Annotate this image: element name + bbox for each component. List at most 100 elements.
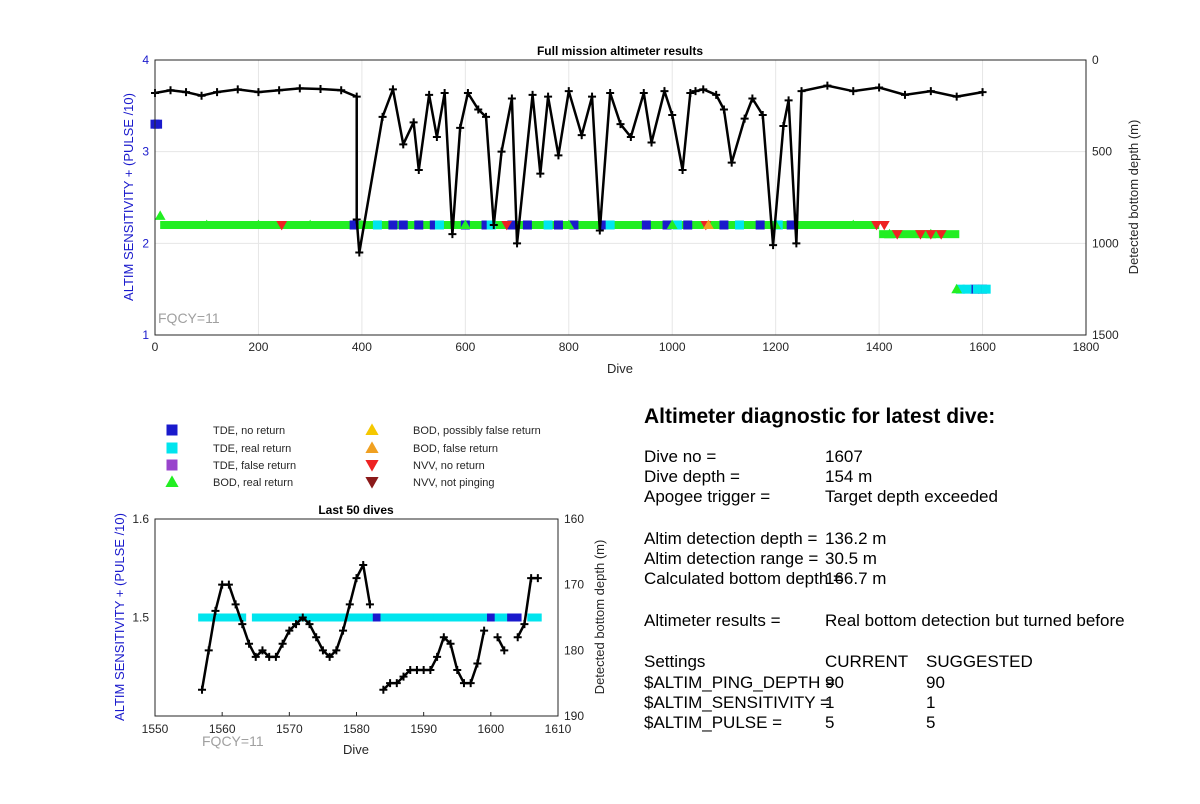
top-x-tick-label: 1400 xyxy=(866,340,893,354)
top-depth-point-34 xyxy=(554,151,563,160)
top-depth-point-30 xyxy=(513,239,522,248)
bottom-tde-real-return-42 xyxy=(500,613,509,622)
top-depth-point-21 xyxy=(440,89,449,97)
legend-label: TDE, real return xyxy=(213,443,291,455)
top-tde-real-return-3 xyxy=(543,220,553,230)
top-depth-point-29 xyxy=(507,94,516,103)
top-depth-point-28 xyxy=(497,147,506,156)
settings-header-suggested: SUGGESTED xyxy=(926,652,1033,671)
bottom-x-tick-label: 1580 xyxy=(343,722,370,736)
top-depth-point-39 xyxy=(606,89,615,97)
diag-label-dive-depth: Dive depth = xyxy=(644,467,740,486)
bottom-y-left-ticks: 1.5 1.6 xyxy=(132,512,149,625)
top-tde-no-return-4 xyxy=(398,220,408,230)
bottom-depth-point-33 xyxy=(426,666,435,675)
bottom-tde-real-return-0 xyxy=(198,613,206,622)
bottom-tde-real-return-18 xyxy=(325,613,334,622)
bottom-tde-real-return-43 xyxy=(527,613,535,622)
top-x-tick-label: 1800 xyxy=(1073,340,1100,354)
top-depth-point-38 xyxy=(595,226,604,235)
bottom-tde-real-return-29 xyxy=(406,613,415,622)
top-depth-point-20 xyxy=(432,133,441,141)
diag-label-dive-no: Dive no = xyxy=(644,447,716,466)
settings-header-current: CURRENT xyxy=(825,652,908,671)
top-bod-real-return-6 xyxy=(563,219,575,230)
bottom-tde-real-return-7 xyxy=(251,613,260,622)
bottom-tde-real-return-15 xyxy=(305,613,314,622)
top-y-left-label: ALTIM SENSITIVITY + (PULSE /10) xyxy=(121,93,136,301)
top-bod-real-return-0 xyxy=(154,210,166,220)
bottom-x-tick-label: 1610 xyxy=(545,722,572,736)
bottom-y-right-label: Detected bottom depth (m) xyxy=(592,540,607,695)
bottom-tde-real-return-31 xyxy=(419,613,428,622)
top-tde-no-return-3 xyxy=(388,220,398,230)
bottom-x-tick-label: 1550 xyxy=(142,722,169,736)
bottom-y-left-tick-label: 1.6 xyxy=(132,512,149,526)
top-x-tick-label: 1000 xyxy=(659,340,686,354)
bottom-depth-point-43 xyxy=(500,646,509,655)
bottom-y-right-tick-label: 180 xyxy=(564,643,584,657)
top-tde-no-return-10 xyxy=(522,220,532,230)
top-depth-point-12 xyxy=(352,215,361,224)
top-y-right-label: Detected bottom depth (m) xyxy=(1126,120,1141,275)
bottom-title: Last 50 dives xyxy=(318,503,394,517)
bottom-tde-real-return-5 xyxy=(231,613,240,622)
top-bod-real-return-5 xyxy=(459,219,471,230)
bottom-tde-no-return-3 xyxy=(513,613,522,622)
top-x-ticks: 0 200 400 600 800 1000 1200 1400 1600 1800 xyxy=(152,340,1100,354)
top-depth-point-24 xyxy=(463,89,472,97)
top-depth-point-37 xyxy=(588,92,597,101)
bottom-depth-point-40 xyxy=(473,659,482,668)
bottom-tde-real-return-13 xyxy=(292,613,300,622)
top-bod-real-return-7 xyxy=(666,219,678,230)
bottom-depth-point-14 xyxy=(292,620,301,629)
top-x-tick-label: 600 xyxy=(455,340,475,354)
bottom-depth-point-45 xyxy=(520,620,529,629)
bottom-tde-no-return-1 xyxy=(486,613,495,622)
top-tde-no-return-2 xyxy=(349,220,359,230)
top-depth-point-54 xyxy=(748,94,757,103)
top-x-tick-label: 0 xyxy=(152,340,159,354)
top-frame xyxy=(154,59,1087,336)
top-depth-point-43 xyxy=(647,138,656,147)
bottom-depth-point-17 xyxy=(312,633,321,642)
bottom-depth-point-26 xyxy=(379,685,388,694)
top-y-left-ticks: 1 2 3 4 xyxy=(142,53,149,342)
bottom-x-tick-label: 1600 xyxy=(477,722,504,736)
bottom-depth-point-7 xyxy=(245,639,254,648)
top-x-tick-label: 800 xyxy=(559,340,579,354)
bottom-tde-real-return-36 xyxy=(453,613,462,622)
bottom-y-left-label: ALTIM SENSITIVITY + (PULSE /10) xyxy=(112,513,127,721)
top-depth-point-17 xyxy=(409,118,418,127)
bottom-tde-real-return-9 xyxy=(265,613,274,622)
top-depth-point-40 xyxy=(616,120,625,129)
bottom-depth-point-15 xyxy=(298,613,307,622)
bottom-depth-point-32 xyxy=(419,666,428,675)
top-depth-point-27 xyxy=(489,221,498,229)
last-50-dives-chart: Last 50 dives 1550 1560 1570 1580 1590 1600 16… xyxy=(112,503,607,757)
bottom-depth-point-3 xyxy=(218,580,227,589)
diag-value-bottom-depth: 166.7 m xyxy=(825,569,886,588)
top-depth-point-7 xyxy=(275,86,284,95)
top-depth-point-4 xyxy=(213,88,222,97)
top-depth-line xyxy=(154,84,983,253)
bottom-tde-no-return-0 xyxy=(372,613,381,622)
top-depth-point-46 xyxy=(678,166,687,174)
top-tde-real-return-5 xyxy=(672,220,682,230)
top-y-left-tick-label: 1 xyxy=(142,328,149,342)
top-depth-point-26 xyxy=(482,112,491,121)
top-depth-point-2 xyxy=(182,88,191,97)
bottom-tde-real-return-38 xyxy=(466,613,475,622)
bottom-depth-point-5 xyxy=(231,600,240,609)
bottom-depth-point-1 xyxy=(204,646,213,655)
top-bod-real-return-2 xyxy=(253,219,264,230)
legend-label: TDE, false return xyxy=(213,460,296,472)
legend-label: BOD, false return xyxy=(413,443,498,455)
top-depth-point-63 xyxy=(875,83,884,92)
top-tde-no-return-15 xyxy=(662,220,672,230)
bottom-tde-real-return-26 xyxy=(386,613,394,622)
top-depth-point-50 xyxy=(712,90,721,99)
top-tde-real-return-0 xyxy=(372,220,382,230)
top-plot-area xyxy=(155,60,1086,335)
